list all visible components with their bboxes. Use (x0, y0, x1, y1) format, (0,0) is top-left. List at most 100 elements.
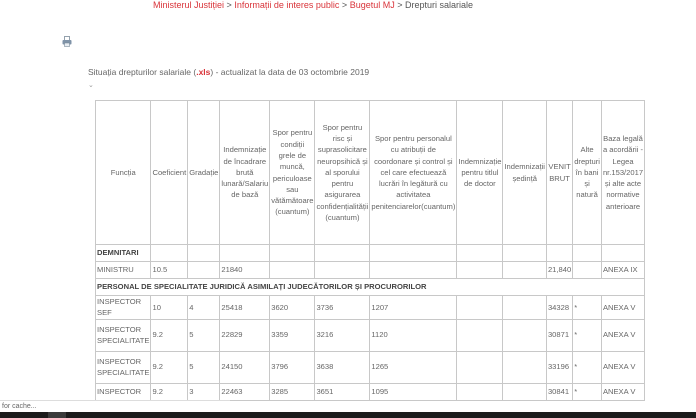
table-cell: 30871 (545, 318, 574, 352)
table-cell: 21840 (219, 261, 271, 279)
table-cell (456, 318, 504, 352)
table-cell: 10 (150, 295, 189, 320)
status-bar: for cache... (0, 400, 230, 412)
table-cell: ANEXA V (600, 318, 646, 352)
column-header: Indemnizație pentru titlul de doctor (456, 100, 504, 245)
breadcrumb-separator: > (397, 0, 403, 10)
column-header: Indemnizații ședință (502, 100, 547, 245)
intro-prefix: Situația drepturilor salariale ( (88, 67, 197, 77)
table-cell: INSPECTOR SEF (94, 295, 152, 320)
breadcrumb-link-budget[interactable]: Bugetul MJ (349, 0, 395, 10)
table-cell: 3620 (269, 295, 316, 320)
table-cell: ANEXA IX (600, 261, 646, 279)
taskbar-button[interactable] (48, 412, 66, 418)
breadcrumb-link-public-info[interactable]: Informații de interes public (234, 0, 340, 10)
section-row: DEMNITARI (94, 244, 646, 262)
empty-cell (572, 244, 602, 262)
table-cell: 1265 (369, 350, 458, 384)
section-title: PERSONAL DE SPECIALITATE JURIDICĂ ASIMIL… (94, 278, 646, 296)
intro-suffix: ) - actualizat la data de 03 octombrie 2… (210, 67, 370, 77)
chevron-down-icon[interactable]: ⌄ (88, 82, 94, 89)
table-cell: 3 (187, 382, 221, 401)
xls-download-link[interactable]: .xls (196, 67, 211, 77)
table-cell: ANEXA V (600, 350, 646, 384)
table-cell: 25418 (219, 295, 271, 320)
table-cell: 22463 (219, 382, 271, 401)
table-cell: 3359 (269, 318, 316, 352)
table-cell (502, 350, 547, 384)
table-row: INSPECTOR SPECIALITATE 9.2 5 24150 3796 3638 1… (94, 350, 646, 384)
empty-cell (187, 244, 221, 262)
table-row: INSPECTOR SEF 10 4 25418 3620 3736 1207 34328 * A… (94, 295, 646, 320)
empty-cell (269, 244, 316, 262)
table-cell: 3796 (269, 350, 316, 384)
table-cell: 24150 (219, 350, 271, 384)
table-row: INSPECTOR SPECIALITATE 9.2 5 22829 3359 3216 1… (94, 318, 646, 352)
intro-text: Situația drepturilor salariale (.xls) - … (88, 67, 369, 77)
table-header-row: Funcția Coeficient Gradație Indemnizație de… (94, 100, 646, 245)
table-cell: 30841 (545, 382, 574, 401)
column-header: Baza legală a acordării - Legea nr.153/2… (600, 100, 646, 245)
table-cell: 9.2 (150, 382, 189, 401)
column-header: Gradație (187, 100, 221, 245)
table-cell (314, 261, 371, 279)
table-cell: 34328 (545, 295, 574, 320)
table-cell (369, 261, 458, 279)
empty-cell (150, 244, 189, 262)
table-cell (572, 261, 602, 279)
table-cell: 22829 (219, 318, 271, 352)
table-cell: 5 (187, 318, 221, 352)
column-header: Alte drepturi în bani și natură (572, 100, 602, 245)
table-cell: 3638 (314, 350, 371, 384)
table-cell (502, 382, 547, 401)
table-cell: 3285 (269, 382, 316, 401)
table-cell: MINISTRU (94, 261, 152, 279)
table-cell: 3651 (314, 382, 371, 401)
breadcrumb-separator: > (226, 0, 232, 10)
empty-cell (369, 244, 458, 262)
table-cell: INSPECTOR SPECIALITATE (94, 350, 152, 384)
breadcrumb-separator: > (341, 0, 348, 10)
table-cell: 9.2 (150, 350, 189, 384)
empty-cell (219, 244, 271, 262)
table-cell: * (572, 318, 602, 352)
table-cell (502, 318, 547, 352)
table-cell (456, 295, 504, 320)
table-cell (269, 261, 316, 279)
table-cell: 1120 (369, 318, 458, 352)
table-cell: ANEXA V (600, 382, 646, 401)
empty-cell (456, 244, 504, 262)
table-cell (456, 261, 504, 279)
table-cell (502, 261, 547, 279)
table-cell: * (572, 350, 602, 384)
table-cell: 21,840 (545, 261, 574, 279)
table-cell: ANEXA V (600, 295, 646, 320)
salary-table: Funcția Coeficient Gradație Indemnizație de… (94, 100, 646, 401)
table-cell: INSPECTOR SPECIALITATE (94, 318, 152, 352)
breadcrumb-current: Drepturi salariale (405, 0, 474, 10)
table-cell: 9.2 (150, 318, 189, 352)
column-header: Coeficient (150, 100, 189, 245)
table-row: INSPECTOR 9.2 3 22463 3285 3651 1095 30841 * ANEX… (94, 382, 646, 401)
table-cell: 3736 (314, 295, 371, 320)
table-cell: 33196 (545, 350, 574, 384)
column-header: Indemnizație de încadrare brută lunară/S… (219, 100, 271, 245)
table-cell: * (572, 382, 602, 401)
breadcrumb: Ministerul Justiției > Informații de int… (153, 0, 473, 11)
table-cell: 4 (187, 295, 221, 320)
table-cell: 10.5 (150, 261, 189, 279)
section-title: DEMNITARI (94, 244, 152, 262)
table-row: MINISTRU 10.5 21840 21,840 ANEXA IX (94, 261, 646, 279)
printer-icon[interactable] (62, 36, 72, 47)
column-header: Spor pentru personalul cu atribuții de c… (369, 100, 458, 245)
taskbar (0, 412, 696, 418)
empty-cell (502, 244, 547, 262)
table-cell: 1207 (369, 295, 458, 320)
table-cell: * (572, 295, 602, 320)
breadcrumb-link-ministry[interactable]: Ministerul Justiției (153, 0, 225, 10)
column-header: Spor pentru risc și suprasolicitare neur… (314, 100, 371, 245)
table-cell (502, 295, 547, 320)
column-header: VENIT BRUT (545, 100, 574, 245)
empty-cell (314, 244, 371, 262)
section-row: PERSONAL DE SPECIALITATE JURIDICĂ ASIMIL… (94, 278, 646, 296)
